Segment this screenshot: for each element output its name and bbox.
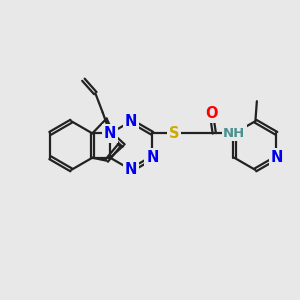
Text: N: N xyxy=(125,114,137,129)
Text: S: S xyxy=(169,126,180,141)
Text: O: O xyxy=(205,106,218,121)
Text: N: N xyxy=(125,162,137,177)
Text: N: N xyxy=(104,126,116,141)
Text: N: N xyxy=(270,150,283,165)
Text: N: N xyxy=(146,150,159,165)
Text: NH: NH xyxy=(223,127,245,140)
